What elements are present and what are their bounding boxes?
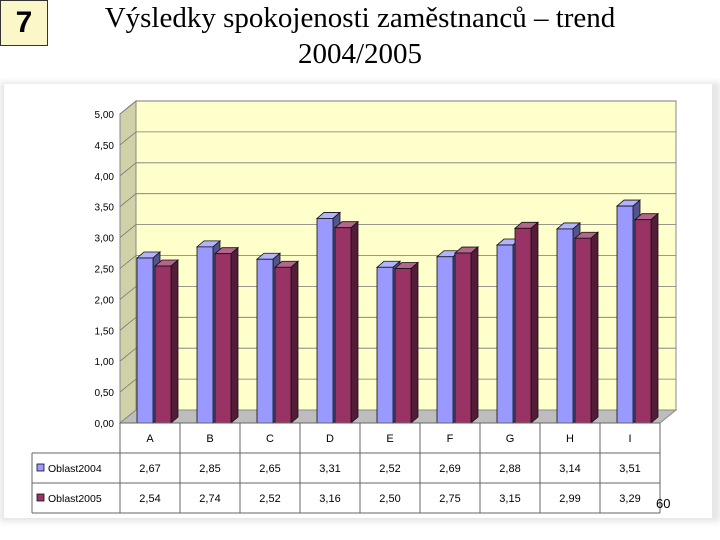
y-tick-label: 1,00 <box>95 357 115 368</box>
gridline-side <box>119 286 137 300</box>
bar <box>394 268 412 424</box>
data-label: 2,54 <box>139 493 160 505</box>
bar-side <box>470 246 479 424</box>
y-tick-label: 5,00 <box>95 110 115 121</box>
bar-side <box>590 231 599 424</box>
bar-side <box>410 261 419 424</box>
bar <box>634 219 652 424</box>
x-tick-label: F <box>447 433 454 445</box>
bar <box>334 227 352 424</box>
x-tick-label: I <box>628 433 631 445</box>
gridline-side <box>119 255 137 269</box>
data-label: 2,99 <box>559 493 580 505</box>
data-label: 2,50 <box>379 493 400 505</box>
bar <box>256 258 274 424</box>
legend-label: Oblast2004 <box>48 463 102 475</box>
slide-title-line-1: Výsledky spokojenosti zaměstnanců – tren… <box>104 2 616 34</box>
bar-side <box>530 221 539 424</box>
legend-swatch <box>36 493 45 502</box>
data-label: 3,15 <box>499 493 520 505</box>
y-tick-label: 4,50 <box>95 141 115 152</box>
bar <box>154 265 172 424</box>
bar-side <box>230 246 239 424</box>
y-tick-label: 2,00 <box>95 295 115 306</box>
bar <box>376 266 394 424</box>
gridline-side <box>119 316 137 331</box>
bar <box>454 252 472 424</box>
bar <box>514 227 532 424</box>
x-tick-label: H <box>566 433 574 445</box>
page-number: 60 <box>656 496 671 511</box>
bar <box>556 228 574 424</box>
gridline-side <box>119 378 137 393</box>
legend-swatch <box>36 463 45 472</box>
data-label: 2,67 <box>139 463 160 475</box>
data-label: 2,74 <box>199 493 220 505</box>
x-tick-label: B <box>206 433 213 445</box>
x-tick-label: C <box>266 433 274 445</box>
chart-plot: 0,00 0,50 1,00 1,50 2,00 2,50 3,00 3,50 4,00 4,50… <box>31 99 678 514</box>
gridline-side <box>119 100 137 115</box>
data-label: 3,29 <box>619 493 640 505</box>
bar <box>574 237 592 424</box>
data-label: 2,75 <box>439 493 460 505</box>
bar <box>274 266 292 424</box>
bar <box>496 244 514 424</box>
y-tick-label: 0,00 <box>95 419 115 430</box>
data-label: 2,69 <box>439 463 460 475</box>
y-tick-label: 2,50 <box>95 265 115 276</box>
gridline-side <box>119 131 137 146</box>
y-tick-label: 1,50 <box>95 326 115 337</box>
data-label: 2,52 <box>259 493 280 505</box>
bar <box>136 257 154 424</box>
y-tick-label: 0,50 <box>95 388 115 399</box>
data-label: 3,16 <box>319 493 340 505</box>
y-tick-label: 3,50 <box>95 203 115 214</box>
data-label: 2,88 <box>499 463 520 475</box>
slide-title-line-2: 2004/2005 <box>297 38 423 70</box>
bar <box>616 205 634 424</box>
bar <box>196 246 214 424</box>
gridline-side <box>119 347 137 362</box>
data-label: 2,65 <box>259 463 280 475</box>
x-tick-label: E <box>386 433 393 445</box>
data-label: 2,52 <box>379 463 400 475</box>
y-tick-label: 3,00 <box>95 234 115 245</box>
x-tick-label: A <box>146 433 154 445</box>
bar <box>316 218 334 424</box>
x-tick-label: D <box>326 433 334 445</box>
bar-side <box>350 220 359 424</box>
data-label: 3,14 <box>559 463 580 475</box>
legend-label: Oblast2005 <box>48 493 102 505</box>
bar-side <box>290 260 299 424</box>
bar <box>436 256 454 424</box>
data-label: 3,51 <box>619 463 640 475</box>
bar-side <box>170 259 179 424</box>
data-label: 3,31 <box>319 463 340 475</box>
gridline-side <box>119 193 137 208</box>
x-tick-label: G <box>506 433 515 445</box>
gridline-side <box>119 162 137 177</box>
slide-number-badge: 7 <box>0 0 48 46</box>
gridline-side <box>119 224 137 238</box>
bar-side <box>650 212 659 424</box>
data-label: 2,85 <box>199 463 220 475</box>
bar <box>214 253 232 424</box>
y-tick-label: 4,00 <box>95 172 115 183</box>
slide-title: Výsledky spokojenosti zaměstnanců – tren… <box>60 0 660 72</box>
